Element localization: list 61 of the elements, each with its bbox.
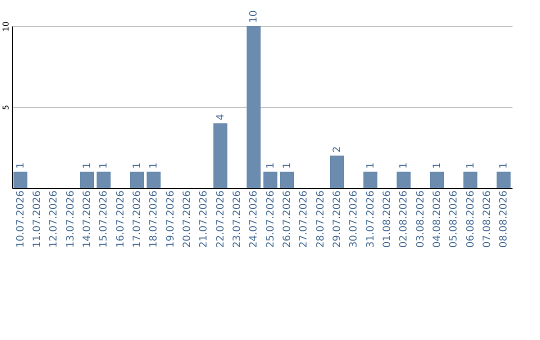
- x-tick-label: 20.07.2026: [182, 190, 193, 248]
- x-tick-label: 30.07.2026: [348, 190, 360, 248]
- bar: [146, 172, 161, 188]
- bar: [280, 172, 294, 188]
- data-label: 1: [398, 162, 410, 169]
- x-tick-label: 28.07.2026: [315, 190, 326, 248]
- x-tick-label: 10.07.2026: [15, 190, 26, 248]
- x-tick-label: 06.08.2026: [465, 190, 476, 248]
- data-label: 1: [265, 162, 276, 169]
- data-label: 4: [215, 114, 226, 120]
- data-label: 1: [282, 162, 293, 169]
- bar: [263, 172, 278, 188]
- data-label: 1: [82, 162, 93, 169]
- bar: [463, 172, 478, 188]
- x-tick-label: 01.08.2026: [382, 190, 393, 248]
- data-label: 1: [15, 162, 26, 169]
- x-tick-label: 21.07.2026: [198, 190, 210, 248]
- data-label: 2: [332, 146, 343, 153]
- bar: [96, 172, 111, 188]
- x-tick-label: 15.07.2026: [98, 190, 110, 248]
- x-tick-label: 23.07.2026: [232, 190, 243, 248]
- x-tick-label: 27.07.2026: [298, 190, 310, 248]
- data-label: 1: [465, 162, 476, 169]
- bar: [496, 172, 511, 188]
- x-tick-label: 18.07.2026: [148, 190, 160, 248]
- x-tick-label: 29.07.2026: [332, 190, 343, 248]
- bar: [246, 26, 261, 188]
- x-tick-label: 26.07.2026: [282, 190, 293, 248]
- x-tick-label: 04.08.2026: [432, 190, 443, 248]
- bar: [80, 172, 94, 188]
- bar: [13, 172, 28, 188]
- data-label: 1: [365, 162, 376, 169]
- x-tick-label: 22.07.2026: [215, 190, 226, 248]
- data-label: 1: [98, 162, 110, 169]
- x-tick-label: 13.07.2026: [65, 190, 76, 248]
- bar: [396, 172, 411, 188]
- bar: [213, 123, 228, 188]
- data-label: 1: [498, 162, 510, 169]
- x-tick-label: 03.08.2026: [415, 190, 426, 248]
- y-tick-label: 5: [2, 104, 10, 110]
- x-tick-label: 19.07.2026: [165, 190, 176, 248]
- x-tick-label: 11.07.2026: [32, 190, 43, 248]
- bar: [363, 172, 378, 188]
- data-label: 1: [148, 162, 160, 169]
- bar: [430, 172, 444, 188]
- x-tick-label: 14.07.2026: [82, 190, 93, 248]
- data-label: 1: [432, 162, 443, 169]
- bar: [130, 172, 144, 188]
- x-tick-label: 05.08.2026: [448, 190, 460, 248]
- x-tick-label: 24.07.2026: [248, 190, 260, 248]
- x-tick-label: 07.08.2026: [482, 190, 493, 248]
- bar: [330, 156, 344, 188]
- x-tick-label: 02.08.2026: [398, 190, 410, 248]
- data-label: 1: [132, 162, 143, 169]
- x-tick-label: 17.07.2026: [132, 190, 143, 248]
- x-tick-label: 16.07.2026: [115, 190, 126, 248]
- x-tick-label: 25.07.2026: [265, 190, 276, 248]
- x-tick-label: 08.08.2026: [498, 190, 510, 248]
- x-tick-label: 12.07.2026: [48, 190, 60, 248]
- data-label: 10: [248, 10, 260, 23]
- x-tick-label: 31.07.2026: [365, 190, 376, 248]
